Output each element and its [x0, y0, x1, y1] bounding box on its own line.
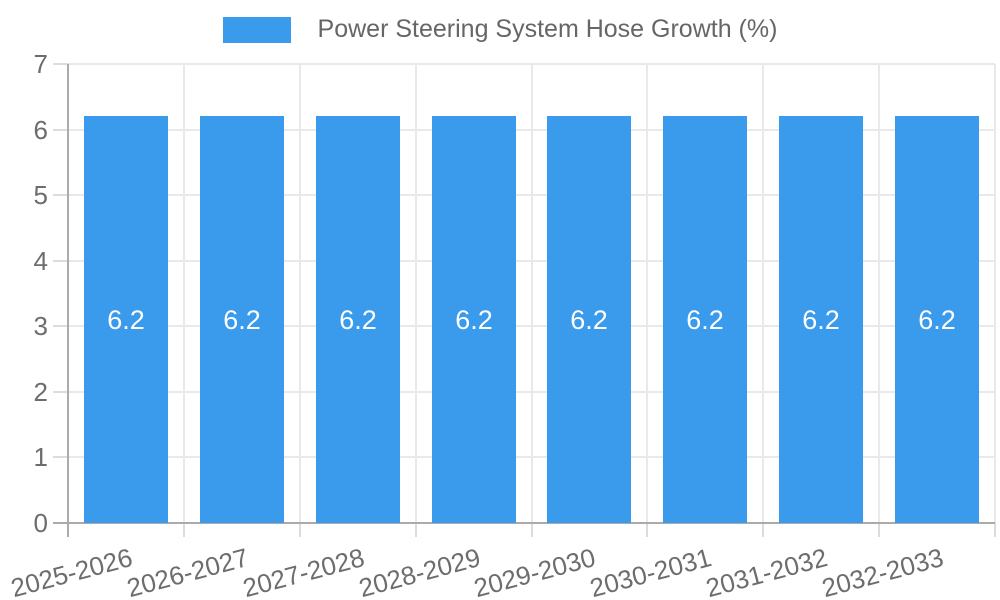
y-axis-tick-label: 0: [33, 508, 48, 538]
legend-item[interactable]: Power Steering System Hose Growth (%): [222, 14, 778, 45]
gridline-vertical: [183, 64, 185, 523]
bar-value-label: 6.2: [455, 305, 493, 335]
bar-value-label: 6.2: [918, 305, 956, 335]
y-axis-tick-label: 4: [33, 246, 48, 276]
bar-value-label: 6.2: [223, 305, 261, 335]
x-axis-tick: [415, 523, 417, 537]
y-axis-tick-label: 1: [33, 442, 48, 472]
y-axis-tick-label: 5: [33, 180, 48, 210]
legend: Power Steering System Hose Growth (%): [0, 14, 1000, 45]
bar[interactable]: [200, 116, 284, 523]
gridline-vertical: [646, 64, 648, 523]
y-axis-tick-label: 2: [33, 377, 48, 407]
y-axis-tick: [53, 260, 68, 262]
x-axis-tick: [299, 523, 301, 537]
gridline-vertical: [415, 64, 417, 523]
bar-value-label: 6.2: [107, 305, 145, 335]
bar-value-label: 6.2: [339, 305, 377, 335]
legend-swatch: [222, 16, 291, 43]
gridline-vertical: [878, 64, 880, 523]
x-axis-tick: [183, 523, 185, 537]
x-axis-tick: [531, 523, 533, 537]
bar[interactable]: [547, 116, 631, 523]
bar-value-label: 6.2: [570, 305, 608, 335]
y-axis-tick: [53, 63, 68, 65]
bar[interactable]: [779, 116, 863, 523]
y-axis-tick: [53, 194, 68, 196]
bar[interactable]: [663, 116, 747, 523]
y-axis-line: [67, 64, 69, 537]
y-axis-tick-label: 6: [33, 115, 48, 145]
bar[interactable]: [432, 116, 516, 523]
y-axis-tick: [53, 456, 68, 458]
y-axis-tick: [53, 129, 68, 131]
y-axis-tick: [53, 391, 68, 393]
y-axis-tick: [53, 325, 68, 327]
x-axis-line: [53, 522, 995, 524]
gridline-vertical: [299, 64, 301, 523]
y-axis-tick-label: 7: [33, 49, 48, 79]
bar[interactable]: [895, 116, 979, 523]
x-axis-tick: [646, 523, 648, 537]
x-axis-tick: [878, 523, 880, 537]
x-axis-tick: [994, 523, 996, 537]
gridline-vertical: [762, 64, 764, 523]
bar[interactable]: [316, 116, 400, 523]
gridline-vertical: [531, 64, 533, 523]
bar-value-label: 6.2: [802, 305, 840, 335]
gridline-vertical: [994, 64, 996, 523]
bar-value-label: 6.2: [686, 305, 724, 335]
bar[interactable]: [84, 116, 168, 523]
legend-label: Power Steering System Hose Growth (%): [317, 15, 778, 43]
x-axis-tick: [762, 523, 764, 537]
y-axis-tick-label: 3: [33, 311, 48, 341]
